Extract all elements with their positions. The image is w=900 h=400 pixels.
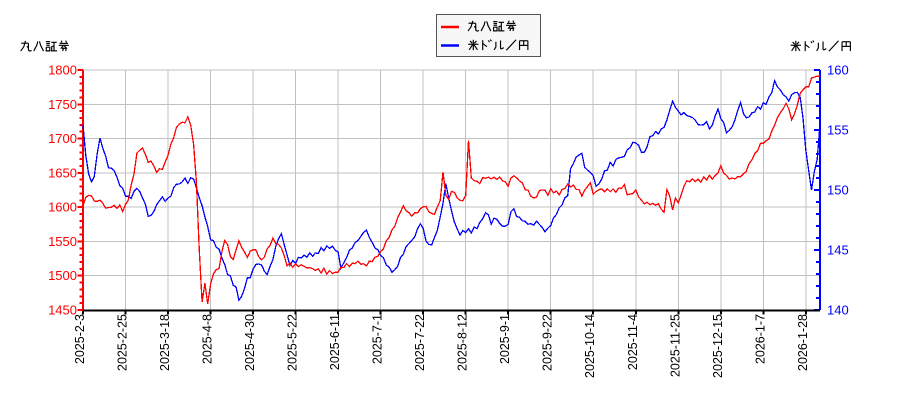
- svg-text:2025-2-3: 2025-2-3: [73, 314, 87, 364]
- svg-text:2026-1-28: 2026-1-28: [796, 314, 810, 371]
- svg-text:160: 160: [827, 63, 849, 78]
- svg-text:1600: 1600: [48, 200, 77, 215]
- svg-text:145: 145: [827, 243, 849, 258]
- svg-text:2025-11-25: 2025-11-25: [668, 314, 682, 377]
- svg-text:2025-7-1: 2025-7-1: [371, 314, 385, 364]
- svg-text:1700: 1700: [48, 131, 77, 146]
- svg-text:2025-4-8: 2025-4-8: [201, 314, 215, 364]
- svg-text:2025-3-18: 2025-3-18: [158, 314, 172, 371]
- svg-text:1500: 1500: [48, 268, 77, 283]
- svg-text:2025-10-14: 2025-10-14: [583, 314, 597, 378]
- svg-text:1550: 1550: [48, 234, 77, 249]
- svg-text:140: 140: [827, 303, 849, 318]
- svg-text:2025-12-15: 2025-12-15: [711, 314, 725, 378]
- svg-text:2025-4-30: 2025-4-30: [243, 314, 257, 371]
- svg-text:2025-7-22: 2025-7-22: [413, 314, 427, 371]
- svg-text:1450: 1450: [48, 303, 77, 318]
- svg-text:2025-6-11: 2025-6-11: [328, 314, 342, 370]
- svg-text:2025-8-12: 2025-8-12: [456, 314, 470, 371]
- svg-text:2026-1-7: 2026-1-7: [753, 314, 767, 364]
- svg-text:1800: 1800: [48, 63, 77, 78]
- svg-text:2025-9-22: 2025-9-22: [541, 314, 555, 371]
- svg-text:1750: 1750: [48, 97, 77, 112]
- svg-text:1650: 1650: [48, 165, 77, 180]
- svg-text:2025-2-25: 2025-2-25: [116, 314, 130, 371]
- svg-text:155: 155: [827, 123, 849, 138]
- svg-text:2025-9-1: 2025-9-1: [498, 314, 512, 364]
- svg-text:2025-5-22: 2025-5-22: [286, 314, 300, 371]
- svg-text:150: 150: [827, 183, 849, 198]
- svg-text:2025-11-4: 2025-11-4: [626, 314, 640, 370]
